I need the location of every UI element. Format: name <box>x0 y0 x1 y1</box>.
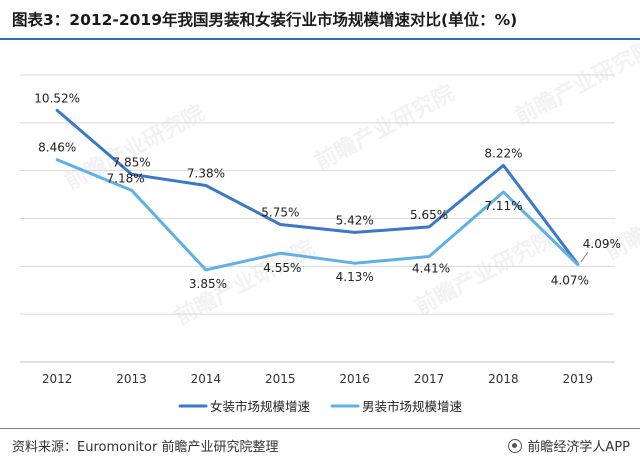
men-data-label: 4.13% <box>336 270 374 284</box>
legend: 女装市场规模增速 男装市场规模增速 <box>178 399 463 414</box>
x-tick-label: 2018 <box>488 372 519 386</box>
brand-logo-icon <box>508 438 523 453</box>
women-data-label: 5.75% <box>261 205 299 219</box>
women-data-label: 7.85% <box>113 155 151 169</box>
x-tick-label: 2016 <box>339 372 370 386</box>
x-axis-ticks: 2012 2013 2014 2015 2016 2017 2018 2019 <box>42 372 593 386</box>
legend-item-women: 女装市场规模增速 <box>178 399 311 414</box>
women-series-line <box>55 108 580 266</box>
men-data-label: 4.07% <box>551 274 589 288</box>
footer-divider <box>0 428 640 429</box>
women-data-label: 7.38% <box>187 166 225 180</box>
x-tick-label: 2017 <box>414 372 445 386</box>
women-data-label: 5.42% <box>336 213 374 227</box>
source-note: 资料来源：Euromonitor 前瞻产业研究院整理 <box>12 440 279 455</box>
legend-item-men: 男装市场规模增速 <box>330 399 463 414</box>
title-divider <box>0 38 640 40</box>
women-data-label: 5.65% <box>410 208 448 222</box>
x-tick-label: 2019 <box>563 372 594 386</box>
watermark-text: 前瞻产业研究院 <box>311 80 459 175</box>
men-data-label: 7.18% <box>107 171 145 185</box>
men-data-label: 4.55% <box>263 261 301 275</box>
x-tick-label: 2012 <box>42 372 73 386</box>
women-data-label: 8.22% <box>484 146 522 160</box>
brand-label: 前瞻经济学人APP <box>527 440 630 455</box>
page-title: 图表3：2012-2019年我国男装和女装行业市场规模增速对比(单位：%) <box>12 11 518 29</box>
men-data-label: 3.85% <box>189 277 227 291</box>
grid-lines <box>20 74 615 363</box>
men-data-label: 4.41% <box>412 262 450 276</box>
men-data-label: 7.11% <box>484 199 522 213</box>
brand: 前瞻经济学人APP <box>508 436 630 455</box>
x-tick-label: 2015 <box>265 372 296 386</box>
men-series-line <box>55 158 580 272</box>
x-tick-label: 2014 <box>191 372 222 386</box>
men-data-label: 8.46% <box>38 141 76 155</box>
legend-label: 男装市场规模增速 <box>362 399 463 414</box>
series-layer <box>55 108 580 272</box>
legend-label: 女装市场规模增速 <box>210 399 311 414</box>
x-tick-label: 2013 <box>116 372 147 386</box>
label-leader-line <box>580 251 589 263</box>
women-data-label: 10.52% <box>34 91 80 105</box>
women-data-label: 4.09% <box>583 237 621 251</box>
data-labels: 10.52% 7.85% 7.38% 5.75% 5.42% 5.65% 8.22% 4.09… <box>34 91 621 291</box>
watermark-text: 前瞻产业研究院 <box>511 40 640 130</box>
